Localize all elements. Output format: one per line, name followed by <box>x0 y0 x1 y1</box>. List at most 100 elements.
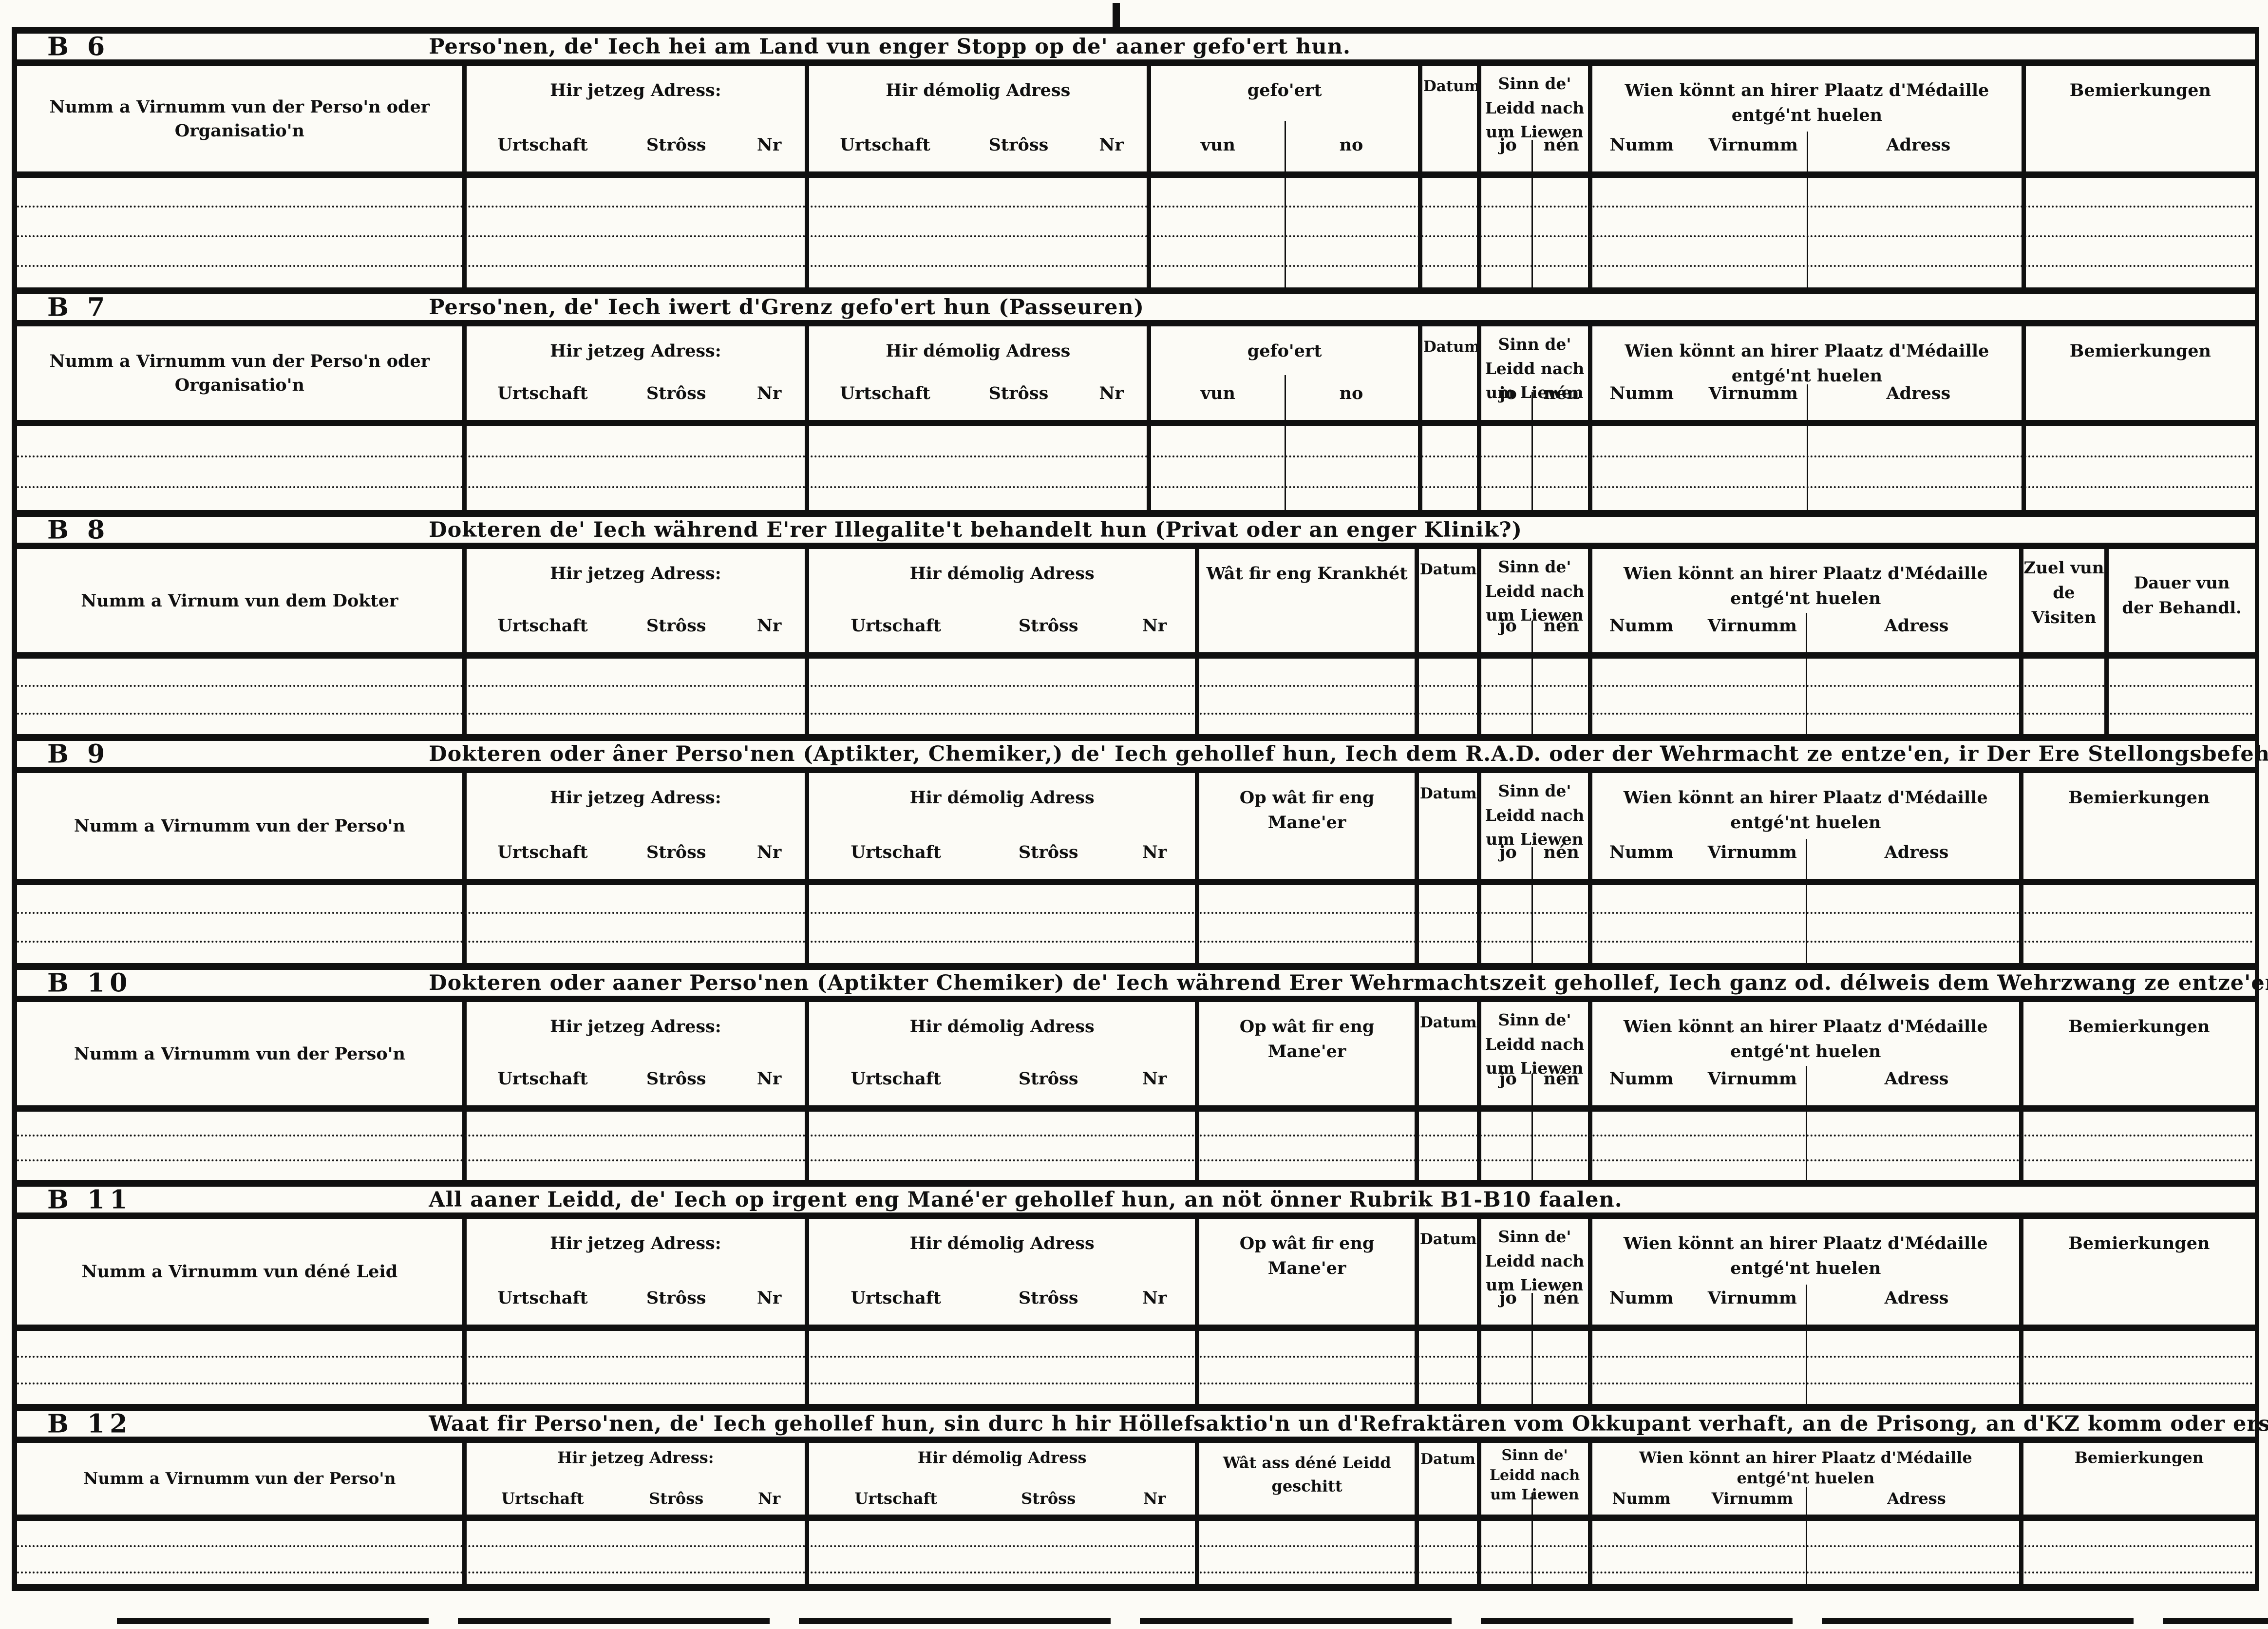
column-header-row: Numm a Virnumm vun der Perso'n oder Orga… <box>17 326 2255 426</box>
column-divider <box>1531 1292 1533 1325</box>
col-header-current-address: Hir jetzeg Adress: Urtschaft Strôss Nr <box>462 1002 805 1105</box>
blank-entry-row <box>17 237 2255 267</box>
sub-col-jo: jo <box>1499 135 1517 155</box>
col-header-medal-recipient: Wien könnt an hirer Plaatz d'Médaille ent… <box>1588 326 2022 420</box>
section-title: All aaner Leidd, de' Iech op irgent eng … <box>429 1187 1623 1212</box>
column-divider <box>1807 384 1809 420</box>
col-header-date: Datum <box>1414 1219 1477 1325</box>
sub-col-urtschaft: Urtschaft <box>497 135 588 155</box>
sub-col-urtschaft: Urtschaft <box>840 135 930 155</box>
section-title: Perso'nen, de' Iech iwert d'Grenz gefo'e… <box>429 295 1145 320</box>
section-title: Waat fir Perso'nen, de' Iech gehollef hu… <box>429 1411 2268 1436</box>
col-header-name: Numm a Virnumm vun déné Leid <box>81 1262 398 1282</box>
section-b10: B 10 Dokteren oder aaner Perso'nen (Apti… <box>17 963 2268 1180</box>
sub-col-no: no <box>1339 135 1363 155</box>
column-grid <box>17 885 2255 963</box>
section-b7: B 7 Perso'nen, de' Iech iwert d'Grenz ge… <box>17 287 2255 510</box>
col-header-alive: Sinn de' Leidd nach um Liewen jo nén <box>1477 773 1588 879</box>
col-header-manner: Op wât fir eng Mane'er <box>1195 773 1415 879</box>
column-header-row: Numm a Virnumm vun déné Leid Hir jetzeg … <box>17 1219 2255 1331</box>
col-header-name: Numm a Virnumm vun der Perso'n <box>74 816 405 836</box>
sub-col-vun: vun <box>1200 135 1235 155</box>
col-header-current-address: Hir jetzeg Adress: Urtschaft Strôss Nr <box>462 1219 805 1325</box>
col-header-date: Datum <box>1418 66 1480 171</box>
col-header-alive: Sinn de' Leidd nach um Liewen jo nén <box>1477 1002 1588 1105</box>
column-divider <box>1805 613 1807 652</box>
sub-col-adress: Adress <box>1886 135 1951 155</box>
form-table: B 6 Perso'nen, de' Iech hei am Land vun … <box>12 27 2268 1591</box>
column-divider <box>1805 1487 1807 1515</box>
column-divider <box>1805 1066 1807 1105</box>
section-number: B 12 <box>47 1409 132 1439</box>
col-header-current-address: Hir jetzeg Adress: Urtschaft Strôss Nr <box>462 66 805 171</box>
column-grid <box>17 426 2255 510</box>
col-header-date: Datum <box>1414 549 1477 652</box>
col-header-remarks: Bemierkungen <box>2019 1443 2255 1515</box>
column-divider <box>1531 847 1533 879</box>
col-header-former-address: Hir démolig Adress Urtschaft Strôss Nr <box>805 1002 1195 1105</box>
col-header-name: Numm a Virnumm vun der Perso'n oder Orga… <box>49 351 430 395</box>
section-number: B 10 <box>47 968 132 998</box>
section-title: Dokteren oder aaner Perso'nen (Aptikter … <box>429 970 2268 995</box>
column-header-row: Numm a Virnumm vun der Perso'n Hir jetze… <box>17 1002 2255 1112</box>
col-header-former-address: Hir démolig Adress Urtschaft Strôss Nr <box>805 66 1147 171</box>
col-header-alive: Sinn de' Leidd nach um Liewen jo nén <box>1477 66 1588 171</box>
col-header-transported: gefo'ert vun no <box>1147 326 1418 420</box>
col-header-visit-count: Zuel vun de Visiten <box>2019 549 2104 652</box>
blank-entry-row <box>17 1331 2255 1358</box>
col-header-name: Numm a Virnumm vun der Perso'n oder Orga… <box>49 96 430 141</box>
pen-tick-mark <box>1113 3 1120 28</box>
sub-col-nr: Nr <box>756 135 782 155</box>
col-header-alive: Sinn de' Leidd nach um Liewen jo nén <box>1477 326 1588 420</box>
section-title-bar: B 11 All aaner Leidd, de' Iech op irgent… <box>17 1180 2255 1219</box>
col-header-manner: Op wât fir eng Mane'er <box>1195 1219 1415 1325</box>
col-header-medal-recipient: Wien könnt an hirer Plaatz d'Médaille ent… <box>1588 1219 2019 1325</box>
column-divider <box>1807 131 1809 171</box>
col-header-remarks: Bemierkungen <box>2021 66 2255 171</box>
section-title: Perso'nen, de' Iech hei am Land vun enge… <box>429 34 1351 59</box>
blank-entry-row <box>17 1137 2255 1161</box>
entry-rows <box>17 178 2255 287</box>
section-title: Dokteren de' Iech während E'rer Illegali… <box>429 517 1522 542</box>
section-b8: B 8 Dokteren de' Iech während E'rer Ille… <box>17 510 2255 734</box>
col-header-date: Datum <box>1414 1443 1477 1515</box>
blank-entry-row <box>17 1521 2255 1547</box>
col-header-alive: Sinn de' Leidd nach um Liewen jo nén <box>1477 1219 1588 1325</box>
column-divider <box>1531 139 1533 171</box>
blank-entry-row <box>17 885 2255 914</box>
blank-entry-row <box>17 914 2255 943</box>
entry-rows <box>17 659 2255 734</box>
section-number: B 6 <box>47 32 110 61</box>
section-title-bar: B 8 Dokteren de' Iech während E'rer Ille… <box>17 510 2255 549</box>
col-header-medal-recipient: Wien könnt an hirer Plaatz d'Médaille ent… <box>1588 773 2019 879</box>
column-grid <box>17 1521 2255 1584</box>
col-header-date: Datum <box>1414 1002 1477 1105</box>
column-grid <box>17 1112 2255 1180</box>
col-header-remarks: Bemierkungen <box>2019 773 2255 879</box>
blank-entry-row <box>17 687 2255 715</box>
column-grid <box>17 1331 2255 1404</box>
section-b12: B 12 Waat fir Perso'nen, de' Iech geholl… <box>17 1404 2268 1591</box>
col-header-current-address: Hir jetzeg Adress: Urtschaft Strôss Nr <box>462 773 805 879</box>
column-divider <box>1531 1074 1533 1105</box>
blank-entry-row <box>17 1112 2255 1137</box>
col-header-name: Numm a Virnum vun dem Dokter <box>81 590 398 611</box>
column-header-row: Numm a Virnumm vun der Perso'n Hir jetze… <box>17 1443 2255 1521</box>
col-header-medal-recipient: Wien könnt an hirer Plaatz d'Médaille ent… <box>1588 1443 2019 1515</box>
entry-rows <box>17 1331 2255 1404</box>
section-title-bar: B 10 Dokteren oder aaner Perso'nen (Apti… <box>17 963 2268 1002</box>
col-header-date: Datum <box>1418 326 1480 420</box>
sub-col-nen: nén <box>1543 135 1579 155</box>
column-divider <box>1805 838 1807 879</box>
col-header-name: Numm a Virnumm vun der Perso'n <box>74 1043 405 1064</box>
column-header-row: Numm a Virnumm vun der Perso'n Hir jetze… <box>17 773 2255 885</box>
col-header-treatment-duration: Dauer vun der Behandl. <box>2104 549 2255 652</box>
sub-col-stross: Strôss <box>988 135 1049 155</box>
col-header-date: Datum <box>1414 773 1477 879</box>
blank-entry-row <box>17 659 2255 687</box>
column-divider <box>1285 375 1286 420</box>
sub-col-numm: Numm <box>1609 135 1674 155</box>
column-divider <box>1285 120 1286 171</box>
column-divider <box>1531 621 1533 652</box>
